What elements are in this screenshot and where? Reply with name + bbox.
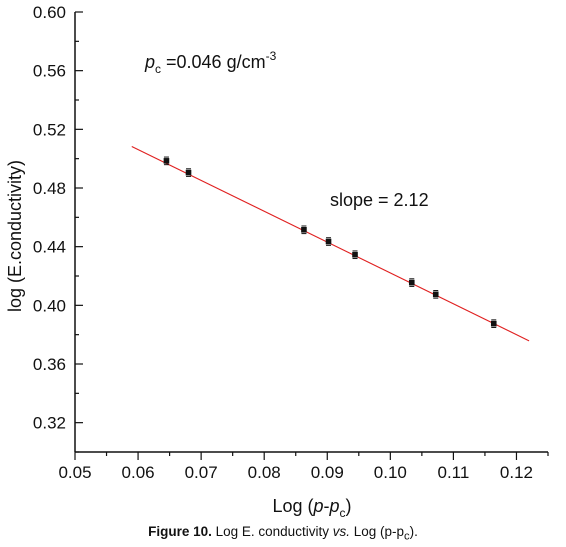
- x-tick-label: 0.06: [122, 463, 155, 482]
- data-point-marker: [432, 291, 439, 298]
- pc-annotation: pc =0.046 g/cm-3: [144, 49, 277, 76]
- y-axis-title: log (E.conductivity): [5, 160, 25, 312]
- data-point-marker: [163, 158, 170, 164]
- chart: 0.32 0.36 0.40 0.44 0.48 0.52 0.56 0.60 0.05 0.06…: [5, 3, 549, 520]
- data-point-marker: [490, 320, 497, 327]
- data-point: [408, 278, 415, 287]
- x-tick-label: 0.11: [437, 463, 469, 482]
- x-tick-label: 0.08: [248, 463, 281, 482]
- data-point: [301, 225, 307, 235]
- y-tick-label: 0.36: [33, 355, 66, 374]
- data-point-marker: [325, 238, 332, 245]
- data-point: [490, 319, 497, 328]
- data-point-marker: [185, 169, 192, 176]
- data-point: [352, 250, 358, 260]
- x-tick-label: 0.09: [311, 463, 344, 482]
- tick-labels: 0.32 0.36 0.40 0.44 0.48 0.52 0.56 0.60 0.05 0.06…: [33, 3, 533, 482]
- y-tick-label: 0.48: [33, 179, 66, 198]
- y-tick-label: 0.32: [33, 414, 66, 433]
- y-tick-label: 0.56: [33, 62, 66, 81]
- data-point: [432, 290, 439, 299]
- x-tick-label: 0.10: [374, 463, 407, 482]
- data-point: [185, 168, 192, 177]
- x-tick-label: 0.12: [500, 463, 533, 482]
- data-points: [163, 156, 497, 328]
- data-point-marker: [352, 251, 358, 258]
- y-tick-label: 0.60: [33, 3, 66, 22]
- data-point: [163, 156, 170, 166]
- y-tick-label: 0.44: [33, 238, 66, 257]
- x-tick-label: 0.07: [185, 463, 218, 482]
- x-axis-title: Log (p-pc): [272, 496, 351, 520]
- axes: [74, 11, 549, 460]
- data-point-marker: [408, 279, 415, 286]
- y-tick-label: 0.52: [33, 120, 66, 139]
- figure-caption: Figure 10. Log E. conductivity vs. Log (…: [148, 524, 418, 543]
- x-tick-label: 0.05: [58, 463, 91, 482]
- data-point-marker: [301, 227, 307, 233]
- data-point: [325, 237, 332, 246]
- slope-annotation: slope = 2.12: [330, 190, 429, 210]
- y-tick-label: 0.40: [33, 296, 66, 315]
